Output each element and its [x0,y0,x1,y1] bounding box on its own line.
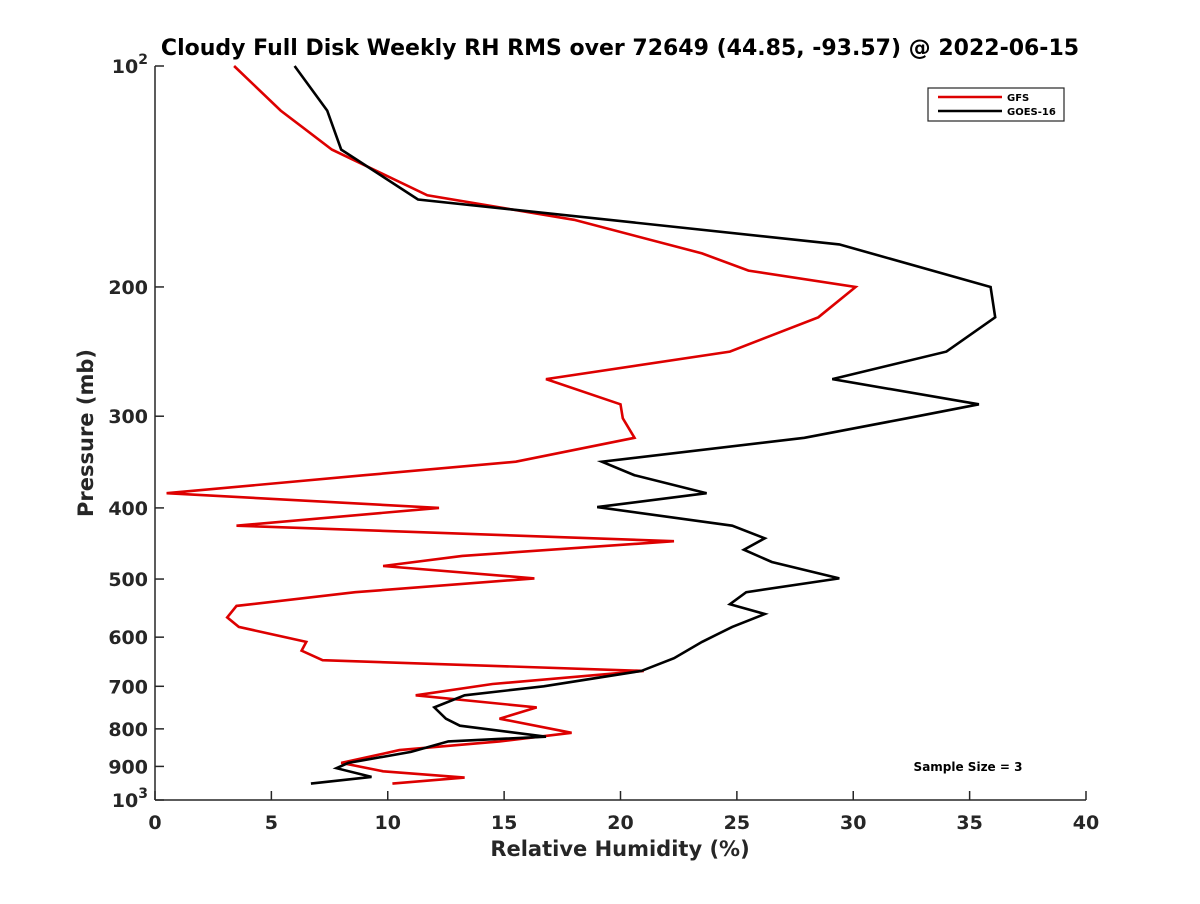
y-axis-label: Pressure (mb) [74,349,98,517]
series-layer [166,65,997,785]
legend-label: GOES-16 [1007,107,1056,118]
y-tick-label: 500 [108,569,148,591]
x-tick-label: 30 [840,812,866,834]
x-tick-label: 5 [265,812,278,834]
y-tick-label: 200 [108,277,148,299]
y-tick-label: 300 [108,406,148,428]
legend: GFS GOES-16 [927,87,1065,122]
y-tick-exponent: 3 [138,786,148,802]
y-tick-exponent: 2 [138,52,148,68]
legend-label: GFS [1007,93,1029,104]
y-tick-label: 700 [108,676,148,698]
x-tick-label: 35 [956,812,982,834]
legend-box [927,87,1065,122]
x-ticks: 0 5 10 15 20 25 30 35 40 [148,791,1099,834]
chart-title: Cloudy Full Disk Weekly RH RMS over 7264… [161,36,1079,61]
x-tick-label: 0 [148,812,161,834]
y-tick-label: 103 [112,786,148,812]
sample-size-annotation: Sample Size = 3 [914,760,1023,774]
y-tick-base: 10 [112,56,138,78]
x-axis-label: Relative Humidity (%) [490,837,749,861]
y-tick-label: 900 [108,756,148,778]
y-tick-label: 400 [108,498,148,520]
series-line-gfs [166,65,859,785]
x-tick-label: 10 [375,812,401,834]
x-tick-label: 20 [607,812,633,834]
x-tick-label: 40 [1073,812,1099,834]
x-tick-label: 15 [491,812,517,834]
y-tick-label: 102 [112,52,148,78]
plot-frame [155,66,1086,800]
x-tick-label: 25 [724,812,750,834]
y-tick-label: 600 [108,627,148,649]
y-tick-base: 10 [112,790,138,812]
y-tick-label: 800 [108,719,148,741]
series-line-goes-16 [293,65,997,785]
